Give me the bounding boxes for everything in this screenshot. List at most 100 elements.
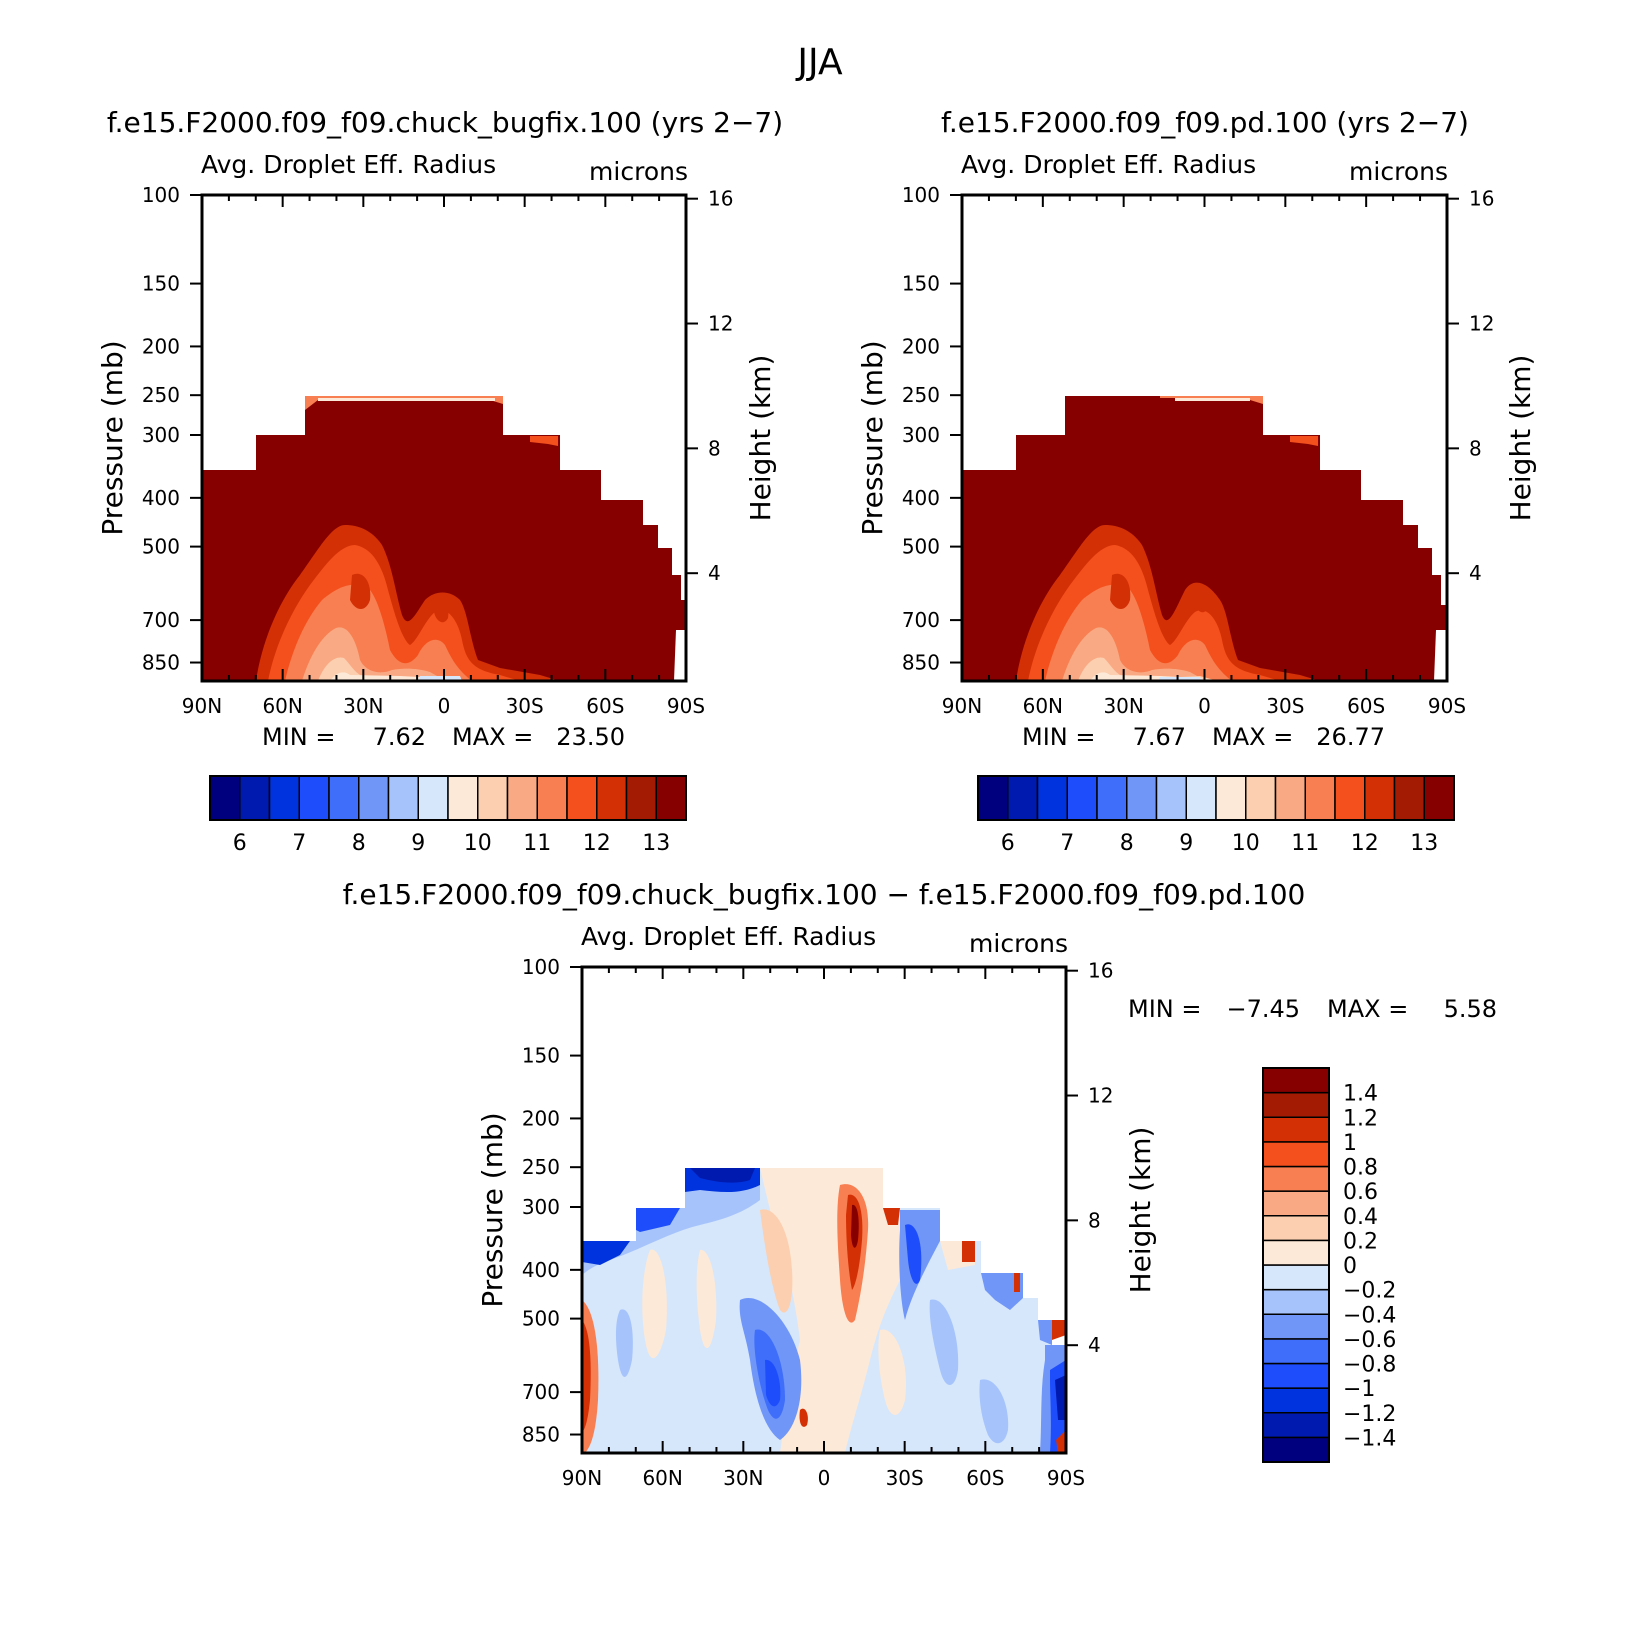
- colorbar-box: [655, 775, 687, 821]
- colorbar-box: [977, 775, 1009, 821]
- colorbar-label: 1.2: [1343, 1106, 1378, 1131]
- colorbar-label: 8: [352, 831, 366, 856]
- colorbar-frame: [977, 775, 1455, 821]
- colorbar-box: [1155, 775, 1187, 821]
- colorbar-box: [536, 775, 568, 821]
- colorbar-diff: 1.41.210.80.60.40.20−0.2−0.4−0.6−0.8−1−1…: [1262, 1067, 1396, 1463]
- colorbar-box: [1126, 775, 1158, 821]
- colorbar-box: [1262, 1362, 1330, 1389]
- x-tick-label: 90S: [667, 694, 705, 718]
- variable-label: Avg. Droplet Eff. Radius: [201, 150, 496, 179]
- colorbar-box: [1334, 775, 1366, 821]
- y2-tick-label: 4: [1469, 561, 1482, 585]
- x-tick-label: 60N: [1023, 694, 1063, 718]
- max-label: MAX =: [452, 723, 533, 751]
- y2-tick-label: 12: [708, 312, 733, 336]
- colorbar-label: −0.2: [1343, 1279, 1396, 1304]
- colorbar-box: [1262, 1116, 1330, 1143]
- y-tick-label: 700: [902, 608, 940, 632]
- y-tick-label: 500: [902, 535, 940, 559]
- min-label: MIN =: [262, 723, 335, 751]
- y2-tick-label: 8: [708, 436, 721, 460]
- colorbar-label: 7: [1060, 831, 1074, 856]
- colorbar-box: [1215, 775, 1247, 821]
- colorbar-label: 0.2: [1343, 1229, 1378, 1254]
- colorbar-box: [1262, 1338, 1330, 1365]
- colorbar-box: [1007, 775, 1039, 821]
- y-tick-label: 400: [142, 486, 180, 510]
- min-value: 7.62: [373, 723, 426, 751]
- x-tick-label: 30S: [886, 1466, 924, 1490]
- colorbar-label: 6: [233, 831, 247, 856]
- max-label: MAX =: [1212, 723, 1293, 751]
- colorbar-box: [387, 775, 419, 821]
- colorbar-left: 6 7 8 9 10 11 12 13: [209, 775, 687, 856]
- max-value: 26.77: [1316, 723, 1385, 751]
- colorbar-label: 1: [1343, 1131, 1357, 1156]
- x-tick-label: 60S: [586, 694, 624, 718]
- colorbar-box: [1262, 1190, 1330, 1217]
- colorbar-label: 0.6: [1343, 1180, 1378, 1205]
- y2-axis-label: Height (km): [1124, 1127, 1157, 1294]
- min-label: MIN =: [1022, 723, 1095, 751]
- y-tick-label: 100: [522, 955, 560, 979]
- variable-label: Avg. Droplet Eff. Radius: [581, 922, 876, 951]
- y-tick-label: 200: [142, 334, 180, 358]
- x-tick-label: 60S: [1347, 694, 1385, 718]
- panel-title: f.e15.F2000.f09_f09.chuck_bugfix.100 − f…: [343, 878, 1306, 911]
- colorbar-label: 12: [1351, 831, 1379, 856]
- colorbar-label: 6: [1001, 831, 1015, 856]
- colorbar-frame: [209, 775, 687, 821]
- colorbar-label: 1.4: [1343, 1082, 1378, 1107]
- x-tick-label: 60S: [966, 1466, 1004, 1490]
- colorbar-box: [1096, 775, 1128, 821]
- colorbar-box: [1245, 775, 1277, 821]
- colorbar-label: −0.6: [1343, 1328, 1396, 1353]
- colorbar-box: [1262, 1288, 1330, 1315]
- panel-diff: f.e15.F2000.f09_f09.chuck_bugfix.100 − f…: [343, 878, 1497, 1490]
- max-value: 5.58: [1444, 995, 1497, 1023]
- units-label: microns: [589, 157, 688, 186]
- y-axis-label: Pressure (mb): [476, 1112, 509, 1307]
- y-tick-label: 500: [142, 535, 180, 559]
- y-tick-label: 850: [522, 1423, 560, 1447]
- colorbar-label: 8: [1120, 831, 1134, 856]
- y-tick-label: 250: [522, 1155, 560, 1179]
- y2-tick-label: 8: [1469, 436, 1482, 460]
- x-tick-label: 0: [1198, 694, 1211, 718]
- colorbar-box: [1262, 1436, 1330, 1463]
- colorbar-label: 11: [1291, 831, 1319, 856]
- colorbar-box: [596, 775, 628, 821]
- y-tick-label: 150: [902, 272, 940, 296]
- units-label: microns: [969, 929, 1068, 958]
- colorbar-label: 0.4: [1343, 1205, 1378, 1230]
- colorbar-box: [417, 775, 449, 821]
- x-tick-label: 60N: [262, 694, 302, 718]
- colorbar-box: [1262, 1387, 1330, 1414]
- colorbar-label: 7: [292, 831, 306, 856]
- colorbar-box: [1262, 1067, 1330, 1094]
- colorbar-label: 11: [523, 831, 551, 856]
- colorbar-box: [268, 775, 300, 821]
- y-axis-label: Pressure (mb): [856, 340, 889, 535]
- colorbar-label: 13: [642, 831, 670, 856]
- colorbar-label: −0.4: [1343, 1303, 1396, 1328]
- x-tick-label: 90S: [1428, 694, 1466, 718]
- y2-axis-label: Height (km): [1504, 355, 1537, 522]
- max-label: MAX =: [1327, 995, 1408, 1023]
- y-tick-label: 250: [142, 383, 180, 407]
- colorbar-label: −1.4: [1343, 1426, 1396, 1451]
- field-right: [962, 396, 1447, 681]
- colorbar-box: [1423, 775, 1455, 821]
- colorbar-box: [1262, 1141, 1330, 1168]
- colorbar-label: −0.8: [1343, 1353, 1396, 1378]
- y-tick-label: 850: [902, 651, 940, 675]
- colorbar-box: [625, 775, 657, 821]
- y-tick-label: 300: [522, 1195, 560, 1219]
- colorbar-box: [298, 775, 330, 821]
- colorbar-label: −1: [1343, 1377, 1375, 1402]
- colorbar-box: [1262, 1091, 1330, 1118]
- y2-tick-label: 12: [1469, 312, 1494, 336]
- colorbar-right: 6 7 8 9 10 11 12 13: [977, 775, 1455, 856]
